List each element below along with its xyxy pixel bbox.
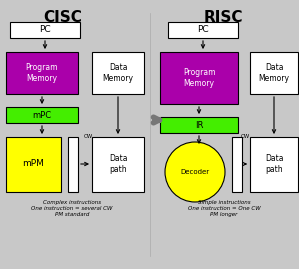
Bar bbox=[6, 52, 78, 94]
Bar bbox=[68, 137, 78, 192]
Bar bbox=[250, 52, 298, 94]
Text: Program
Memory: Program Memory bbox=[26, 63, 58, 83]
Text: mPM: mPM bbox=[22, 160, 44, 168]
Text: Program
Memory: Program Memory bbox=[183, 68, 215, 88]
Bar bbox=[160, 117, 238, 133]
Bar bbox=[160, 52, 238, 104]
Text: PC: PC bbox=[39, 26, 51, 34]
Text: RISC: RISC bbox=[203, 10, 243, 25]
Bar bbox=[6, 107, 78, 123]
Text: mPC: mPC bbox=[32, 111, 51, 119]
Bar bbox=[92, 137, 144, 192]
Bar bbox=[232, 137, 242, 192]
Bar bbox=[92, 52, 144, 94]
Text: CW: CW bbox=[83, 133, 93, 139]
Text: CISC: CISC bbox=[44, 10, 83, 25]
Text: Data
Memory: Data Memory bbox=[259, 63, 289, 83]
Text: IR: IR bbox=[195, 121, 203, 129]
Text: CW: CW bbox=[240, 134, 250, 140]
Text: Data
path: Data path bbox=[265, 154, 283, 174]
Text: Data
Memory: Data Memory bbox=[103, 63, 133, 83]
Bar bbox=[250, 137, 298, 192]
Bar bbox=[6, 137, 61, 192]
Circle shape bbox=[165, 142, 225, 202]
Text: Complex instructions
One instruction = several CW
PM standard: Complex instructions One instruction = s… bbox=[31, 200, 113, 217]
Bar bbox=[168, 22, 238, 38]
Text: Data
path: Data path bbox=[109, 154, 127, 174]
Text: Simple instructions
One instruction = One CW
PM longer: Simple instructions One instruction = On… bbox=[188, 200, 260, 217]
Bar bbox=[10, 22, 80, 38]
Text: Decoder: Decoder bbox=[180, 169, 210, 175]
Text: PC: PC bbox=[197, 26, 209, 34]
